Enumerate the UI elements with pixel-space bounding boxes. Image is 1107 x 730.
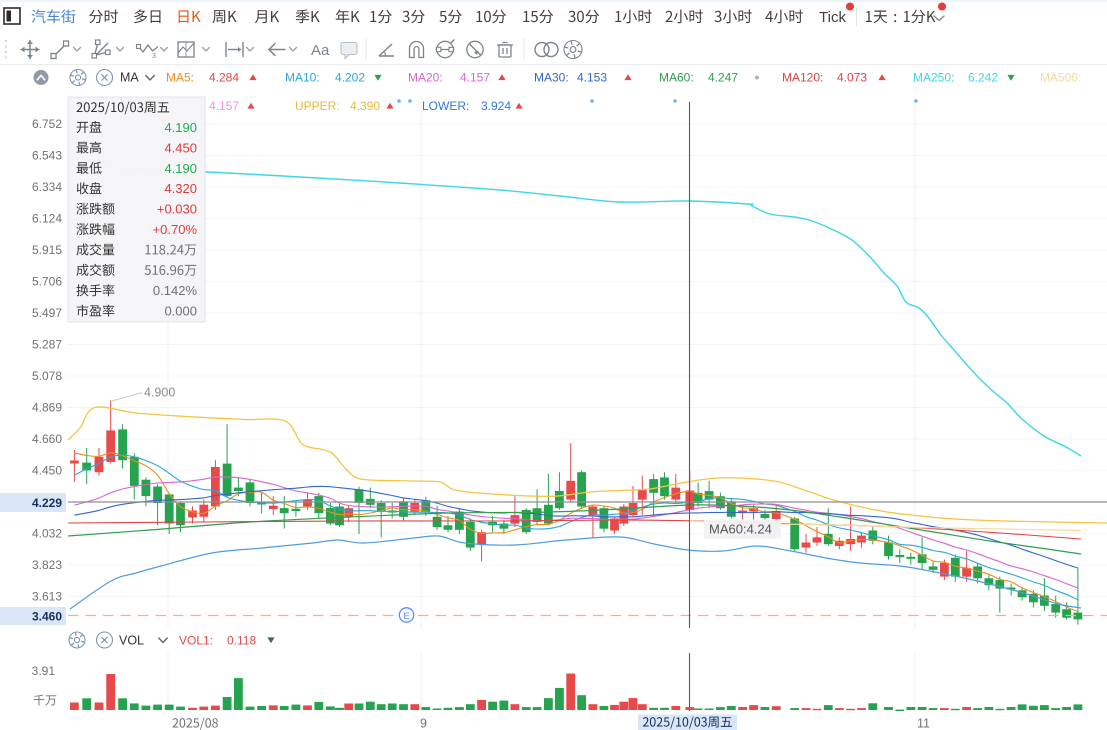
svg-text:VOL1:: VOL1: <box>179 634 213 648</box>
svg-text:0.142%: 0.142% <box>153 283 198 298</box>
svg-text:4.390: 4.390 <box>350 99 380 113</box>
svg-text:4.660: 4.660 <box>32 432 62 446</box>
svg-text:5.078: 5.078 <box>32 369 62 383</box>
svg-text:MA: MA <box>120 71 139 85</box>
svg-text:9: 9 <box>420 717 427 730</box>
svg-text:+0.70%: +0.70% <box>153 222 198 237</box>
svg-text:5.497: 5.497 <box>32 306 62 320</box>
svg-text:6.752: 6.752 <box>32 117 62 131</box>
svg-text:Aa: Aa <box>311 42 330 59</box>
svg-text:LOWER:: LOWER: <box>422 99 469 113</box>
svg-text:3.460: 3.460 <box>32 610 62 624</box>
svg-text:MA120:: MA120: <box>782 71 823 85</box>
svg-text:5.287: 5.287 <box>32 338 62 352</box>
svg-text:4.229: 4.229 <box>32 496 62 510</box>
svg-text:5.706: 5.706 <box>32 275 62 289</box>
svg-text:6.124: 6.124 <box>32 212 62 226</box>
svg-text:4.157: 4.157 <box>460 71 490 85</box>
svg-text:6.242: 6.242 <box>968 71 998 85</box>
svg-text:MA500:: MA500: <box>1040 71 1081 85</box>
svg-text:4.247: 4.247 <box>708 71 738 85</box>
svg-text:3.613: 3.613 <box>32 590 62 604</box>
svg-text:3.924: 3.924 <box>481 99 511 113</box>
svg-text:MA60:4.24: MA60:4.24 <box>709 522 772 537</box>
svg-text:4.869: 4.869 <box>32 401 62 415</box>
svg-text:E: E <box>403 611 409 622</box>
svg-text:0.000: 0.000 <box>164 304 197 319</box>
svg-text:4.190: 4.190 <box>164 120 197 135</box>
svg-text:MA20:: MA20: <box>408 71 443 85</box>
svg-text:0.118: 0.118 <box>227 634 256 648</box>
svg-text:6.334: 6.334 <box>32 180 62 194</box>
svg-text:MA10:: MA10: <box>285 71 320 85</box>
svg-text:3.823: 3.823 <box>32 558 62 572</box>
svg-text:4.073: 4.073 <box>837 71 867 85</box>
svg-text:4.450: 4.450 <box>164 140 197 155</box>
svg-text:4.157: 4.157 <box>209 99 239 113</box>
svg-text:UPPER:: UPPER: <box>295 99 340 113</box>
svg-text:VOL: VOL <box>119 634 144 648</box>
svg-text:11: 11 <box>917 717 930 730</box>
svg-text:Tick: Tick <box>819 9 846 26</box>
svg-text:3: 3 <box>152 53 156 60</box>
svg-text:5.915: 5.915 <box>32 243 62 257</box>
svg-text:MA5:: MA5: <box>166 71 194 85</box>
svg-text:4.450: 4.450 <box>32 464 62 478</box>
svg-text:MA60:: MA60: <box>659 71 694 85</box>
svg-text:+0.030: +0.030 <box>157 202 197 217</box>
svg-text:4.032: 4.032 <box>32 527 62 541</box>
svg-text:4.190: 4.190 <box>164 161 197 176</box>
svg-text:4.900: 4.900 <box>144 386 175 400</box>
svg-text:4.284: 4.284 <box>209 71 239 85</box>
svg-text:4.202: 4.202 <box>335 71 365 85</box>
svg-text:4.320: 4.320 <box>164 181 197 196</box>
svg-text:MA30:: MA30: <box>534 71 569 85</box>
svg-text:MA250:: MA250: <box>913 71 954 85</box>
svg-text:3.91: 3.91 <box>32 664 56 678</box>
svg-text:4.153: 4.153 <box>577 71 607 85</box>
svg-text:6.543: 6.543 <box>32 149 62 163</box>
